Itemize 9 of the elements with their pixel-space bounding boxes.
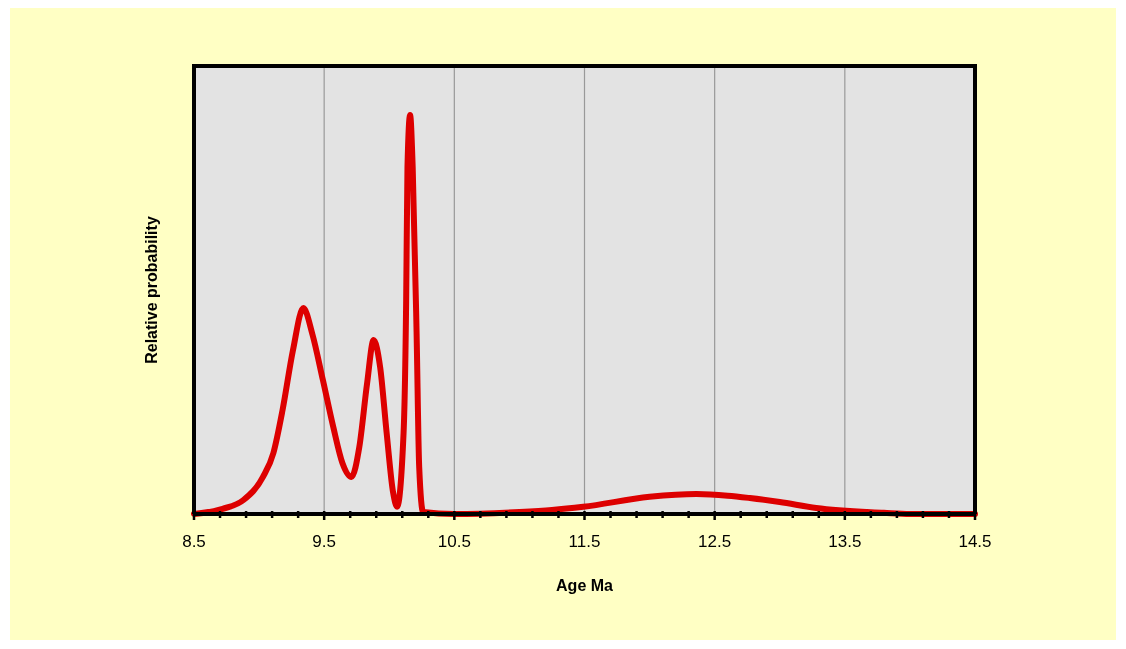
x-tick-label: 12.5	[698, 532, 732, 551]
x-tick-label: 10.5	[437, 532, 471, 551]
x-tick-label: 11.5	[568, 532, 601, 551]
y-axis-title: Relative probability	[143, 216, 160, 364]
x-tick-label: 9.5	[312, 532, 336, 551]
x-tick-label: 13.5	[828, 532, 862, 551]
x-tick-label: 14.5	[958, 532, 992, 551]
x-tick-label: 8.5	[182, 532, 206, 551]
x-axis-title: Age Ma	[556, 577, 614, 594]
